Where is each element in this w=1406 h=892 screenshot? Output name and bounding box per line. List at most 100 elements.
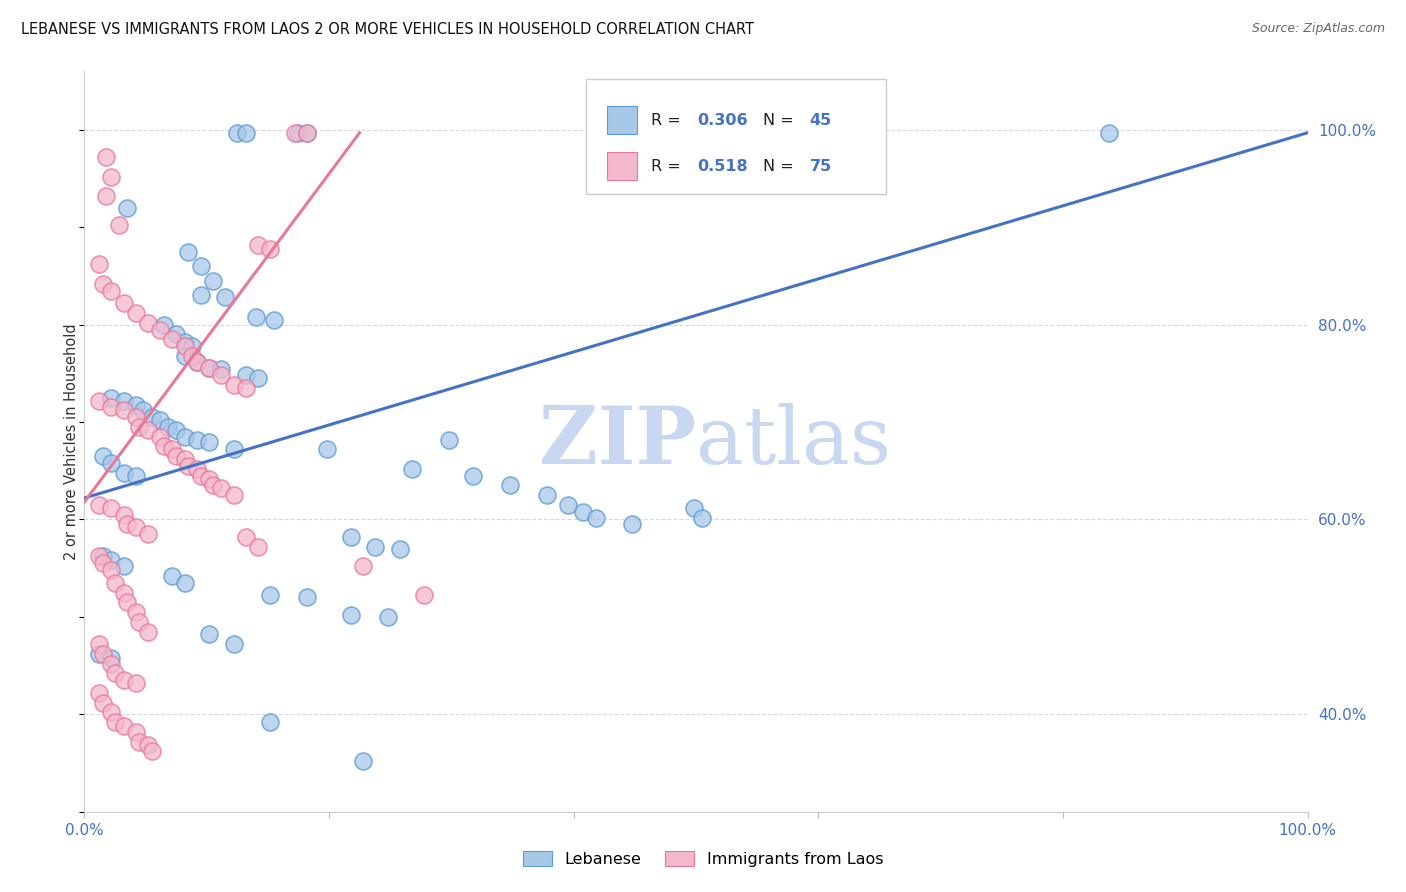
Point bbox=[177, 458, 200, 473]
Text: N =: N = bbox=[763, 159, 799, 174]
Point bbox=[190, 288, 212, 302]
Point bbox=[100, 169, 122, 184]
Point bbox=[104, 666, 127, 681]
Text: 45: 45 bbox=[810, 112, 832, 128]
Point bbox=[100, 500, 122, 515]
Point bbox=[125, 676, 148, 690]
Point bbox=[463, 468, 485, 483]
Point bbox=[222, 488, 245, 502]
Point bbox=[128, 615, 150, 629]
Point bbox=[136, 739, 159, 753]
Point bbox=[100, 401, 122, 415]
Point bbox=[235, 530, 257, 544]
Point bbox=[87, 637, 110, 651]
Point bbox=[173, 339, 195, 353]
Point bbox=[295, 591, 318, 605]
Point bbox=[682, 500, 704, 515]
Point bbox=[156, 420, 179, 434]
Point bbox=[153, 439, 176, 453]
Point bbox=[153, 318, 176, 332]
Point bbox=[186, 354, 208, 368]
Point bbox=[125, 306, 148, 320]
Point bbox=[181, 349, 204, 363]
Point bbox=[112, 403, 135, 417]
Point bbox=[259, 242, 281, 256]
Point bbox=[295, 126, 318, 140]
Point bbox=[201, 274, 224, 288]
Point bbox=[112, 466, 135, 480]
Point bbox=[100, 706, 122, 720]
Point bbox=[112, 719, 135, 733]
Point bbox=[295, 126, 318, 140]
Point bbox=[107, 219, 129, 233]
Point bbox=[91, 557, 114, 571]
Point bbox=[572, 505, 595, 519]
Point bbox=[162, 569, 184, 583]
Text: LEBANESE VS IMMIGRANTS FROM LAOS 2 OR MORE VEHICLES IN HOUSEHOLD CORRELATION CHA: LEBANESE VS IMMIGRANTS FROM LAOS 2 OR MO… bbox=[21, 22, 754, 37]
Point bbox=[100, 657, 122, 671]
Point bbox=[91, 277, 114, 291]
Point bbox=[128, 420, 150, 434]
Text: 0.518: 0.518 bbox=[697, 159, 748, 174]
FancyBboxPatch shape bbox=[586, 78, 886, 194]
Point bbox=[801, 126, 824, 140]
Point bbox=[96, 189, 118, 203]
Point bbox=[165, 327, 187, 342]
Point bbox=[112, 393, 135, 408]
Point bbox=[499, 478, 522, 492]
Point bbox=[247, 237, 270, 252]
Point bbox=[100, 391, 122, 405]
Point bbox=[149, 413, 172, 427]
Text: ZIP: ZIP bbox=[538, 402, 696, 481]
Point bbox=[112, 296, 135, 310]
Point bbox=[162, 332, 184, 346]
Point bbox=[141, 410, 163, 425]
Point bbox=[235, 368, 257, 383]
Point bbox=[557, 498, 579, 512]
Y-axis label: 2 or more Vehicles in Household: 2 or more Vehicles in Household bbox=[63, 323, 79, 560]
Point bbox=[125, 468, 148, 483]
Point bbox=[181, 339, 204, 353]
Point bbox=[315, 442, 337, 457]
Point bbox=[198, 361, 221, 376]
Point bbox=[125, 520, 148, 534]
Point bbox=[536, 488, 558, 502]
Point bbox=[136, 624, 159, 639]
Point bbox=[177, 244, 200, 259]
Point bbox=[91, 647, 114, 661]
Point bbox=[437, 433, 460, 447]
Point bbox=[112, 673, 135, 688]
Point bbox=[91, 449, 114, 463]
Point bbox=[621, 517, 644, 532]
Text: atlas: atlas bbox=[696, 402, 891, 481]
Point bbox=[201, 478, 224, 492]
Point bbox=[87, 498, 110, 512]
Point bbox=[136, 316, 159, 330]
Point bbox=[149, 430, 172, 444]
Point bbox=[209, 481, 232, 495]
Point bbox=[100, 553, 122, 567]
Point bbox=[91, 549, 114, 564]
Point bbox=[87, 647, 110, 661]
Point bbox=[186, 433, 208, 447]
Point bbox=[100, 284, 122, 298]
Point bbox=[165, 449, 187, 463]
Text: 0.306: 0.306 bbox=[697, 112, 748, 128]
Point bbox=[125, 724, 148, 739]
Point bbox=[165, 423, 187, 437]
Point bbox=[287, 126, 309, 140]
Point bbox=[100, 456, 122, 470]
Point bbox=[198, 434, 221, 449]
Point bbox=[132, 403, 155, 417]
Point bbox=[136, 527, 159, 541]
Point bbox=[87, 393, 110, 408]
Point bbox=[585, 510, 607, 524]
Point bbox=[141, 744, 163, 758]
FancyBboxPatch shape bbox=[606, 106, 637, 134]
Point bbox=[115, 517, 138, 532]
Point bbox=[115, 595, 138, 609]
Text: Source: ZipAtlas.com: Source: ZipAtlas.com bbox=[1251, 22, 1385, 36]
Point bbox=[115, 201, 138, 215]
Point bbox=[173, 335, 195, 350]
Point bbox=[125, 605, 148, 619]
